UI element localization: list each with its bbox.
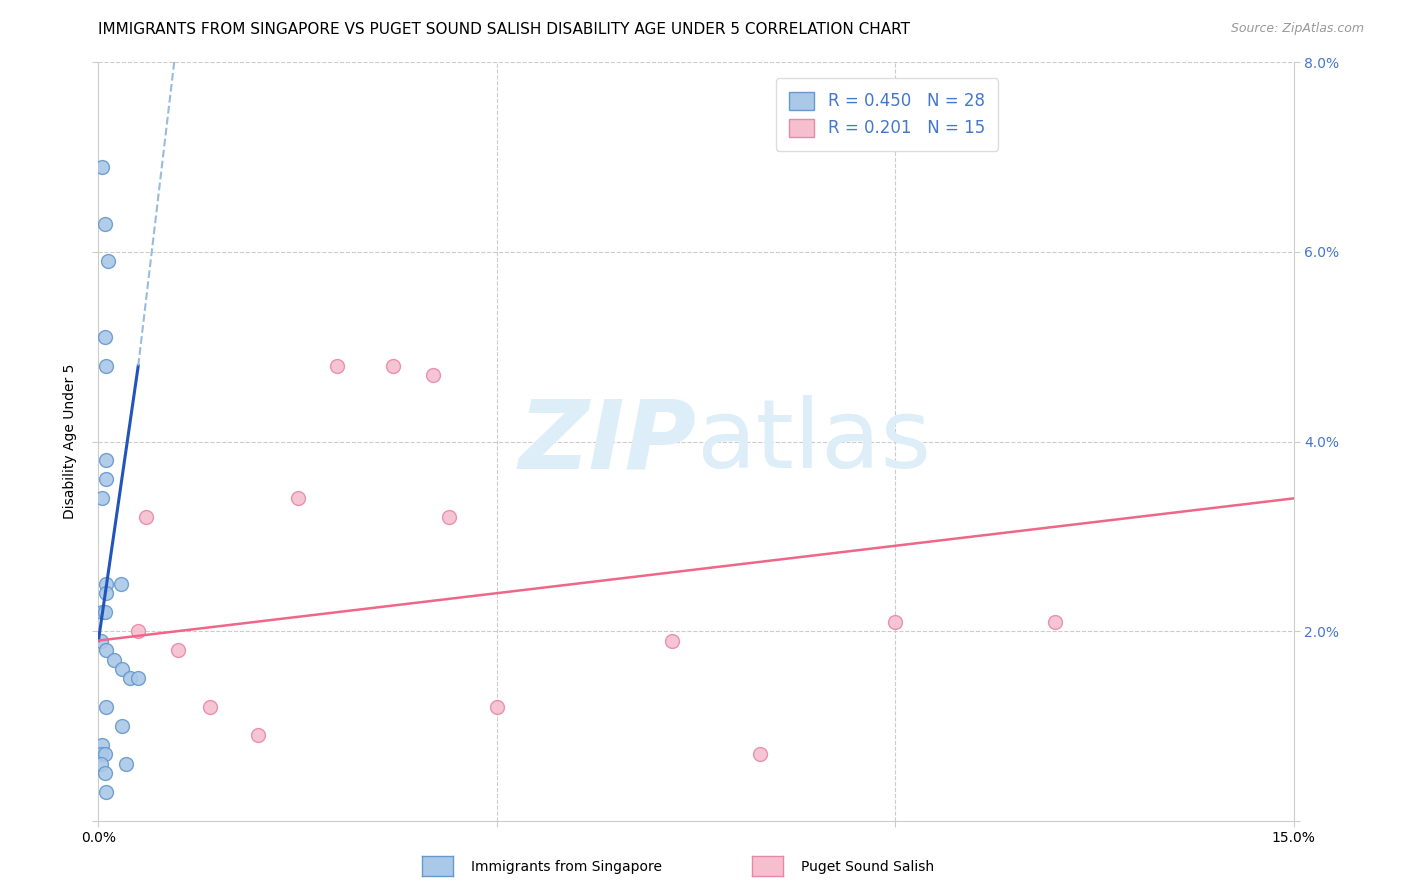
Point bbox=[94, 330, 117, 344]
Text: IMMIGRANTS FROM SINGAPORE VS PUGET SOUND SALISH DISABILITY AGE UNDER 5 CORRELATI: IMMIGRANTS FROM SINGAPORE VS PUGET SOUND… bbox=[98, 22, 911, 37]
Point bbox=[94, 766, 117, 780]
Point bbox=[1043, 615, 1066, 629]
Point bbox=[94, 217, 117, 231]
Text: Source: ZipAtlas.com: Source: ZipAtlas.com bbox=[1230, 22, 1364, 36]
Point bbox=[103, 652, 125, 666]
Point bbox=[96, 359, 118, 373]
Point bbox=[90, 738, 112, 752]
Point bbox=[96, 453, 118, 467]
Point bbox=[97, 254, 120, 268]
Point bbox=[884, 615, 907, 629]
Point bbox=[90, 633, 112, 648]
Point bbox=[94, 747, 117, 762]
Point bbox=[111, 662, 134, 676]
Point bbox=[96, 699, 118, 714]
Point bbox=[91, 491, 114, 506]
Y-axis label: Disability Age Under 5: Disability Age Under 5 bbox=[63, 364, 77, 519]
Point bbox=[96, 785, 118, 799]
Point bbox=[96, 576, 118, 591]
Point bbox=[120, 672, 142, 686]
Point bbox=[382, 359, 405, 373]
Point bbox=[135, 510, 157, 524]
Point bbox=[748, 747, 770, 762]
Point bbox=[127, 672, 149, 686]
Point bbox=[91, 605, 114, 619]
Point bbox=[127, 624, 149, 639]
Text: Immigrants from Singapore: Immigrants from Singapore bbox=[471, 860, 662, 874]
Point bbox=[110, 576, 132, 591]
Text: atlas: atlas bbox=[696, 395, 931, 488]
Point bbox=[485, 699, 508, 714]
Point bbox=[437, 510, 460, 524]
Point bbox=[90, 756, 112, 771]
Legend: R = 0.450   N = 28, R = 0.201   N = 15: R = 0.450 N = 28, R = 0.201 N = 15 bbox=[776, 78, 998, 151]
Point bbox=[96, 473, 118, 487]
Point bbox=[661, 633, 683, 648]
Text: ZIP: ZIP bbox=[517, 395, 696, 488]
Point bbox=[198, 699, 221, 714]
Point bbox=[326, 359, 349, 373]
Point bbox=[167, 643, 190, 657]
Point bbox=[90, 747, 112, 762]
Point bbox=[115, 756, 138, 771]
Point bbox=[91, 160, 114, 174]
Point bbox=[111, 719, 134, 733]
Point bbox=[246, 728, 269, 742]
Point bbox=[96, 586, 118, 600]
Point bbox=[422, 368, 444, 383]
Point bbox=[96, 643, 118, 657]
Point bbox=[94, 605, 117, 619]
Text: Puget Sound Salish: Puget Sound Salish bbox=[801, 860, 935, 874]
Point bbox=[287, 491, 309, 506]
